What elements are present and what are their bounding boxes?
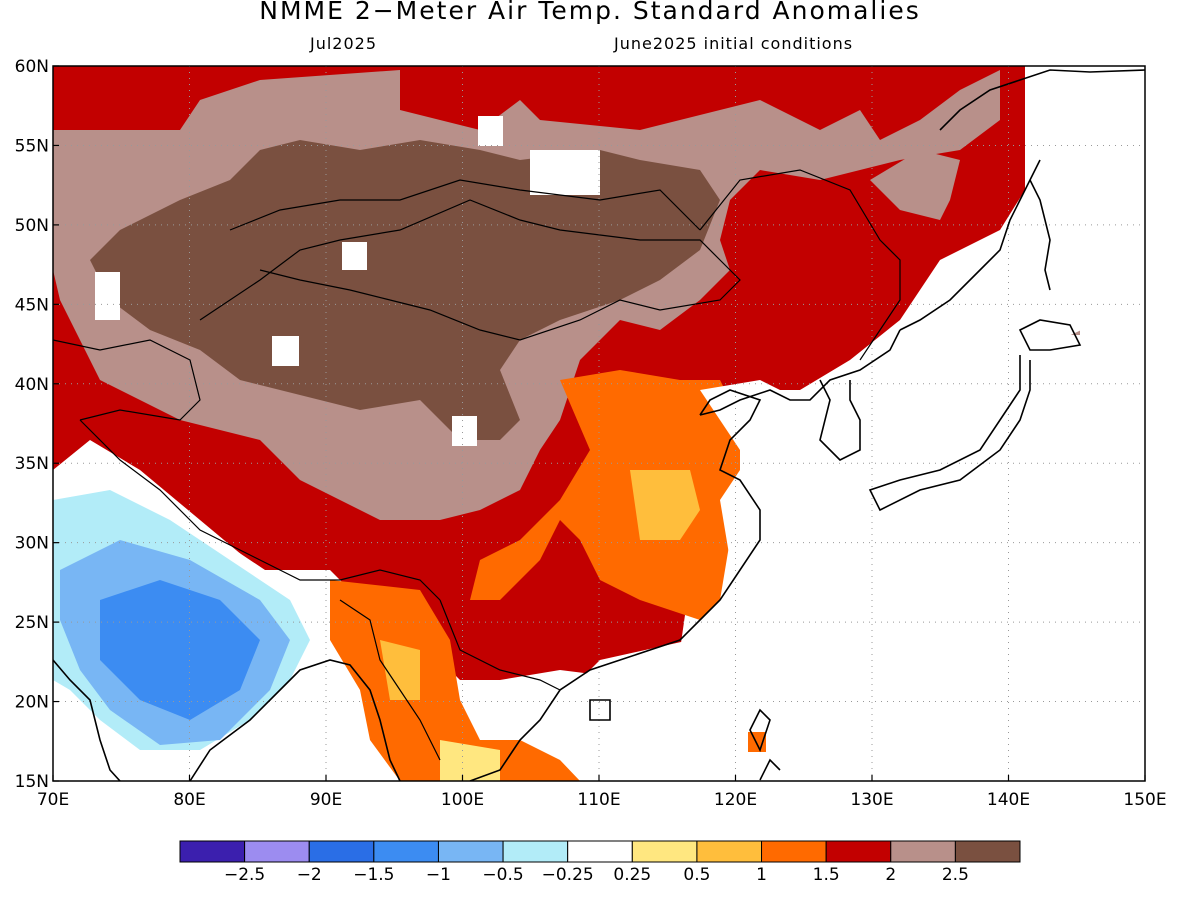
colorbar-swatch <box>437 840 504 863</box>
coastline-sakhalin <box>1029 179 1051 291</box>
colorbar-swatch <box>373 840 439 863</box>
coastline-bohai <box>699 329 901 416</box>
valid-month-label: Jul2025 <box>310 34 378 53</box>
colorbar-swatch <box>567 840 633 863</box>
region-yellow-south <box>440 740 500 781</box>
coastline-taiwan <box>749 708 771 753</box>
colorbar-label: −1.5 <box>353 865 394 885</box>
gridlines <box>53 66 1145 781</box>
lat-tick-label: 45N <box>15 295 49 315</box>
colorbar-label: 0.5 <box>683 865 710 885</box>
region-light-brown-ne <box>870 150 960 220</box>
lake-mask-balkhash <box>95 272 120 320</box>
colorbar-swatch <box>761 840 827 863</box>
region-yellow-china <box>630 470 700 540</box>
coastline-okhotsk <box>939 69 1145 131</box>
colorbar-swatch <box>954 840 1021 863</box>
lon-tick-label: 130E <box>850 790 893 810</box>
border-himalaya <box>79 419 441 601</box>
colorbar-swatch <box>308 840 375 863</box>
colorbar-label: 1 <box>756 865 767 885</box>
colorbar-swatch <box>631 840 698 863</box>
colorbar-label: 2 <box>885 865 896 885</box>
border-myanmar <box>339 599 441 761</box>
lat-tick-label: 30N <box>15 534 49 554</box>
axis-labels: 70E 80E 90E 100E 110E 120E 130E 140E 150E 15N 20N 2… <box>15 57 1167 810</box>
colorbar-label: −0.25 <box>542 865 594 885</box>
lake-mask <box>478 116 503 146</box>
border-central-asia <box>53 339 201 421</box>
colorbar-label: 1.5 <box>813 865 840 885</box>
colorbar-label: −2.5 <box>224 865 265 885</box>
borders <box>53 169 901 761</box>
ocean-mask-pacific <box>770 470 1145 781</box>
coastline-korea <box>819 379 861 461</box>
colorbar-swatch <box>502 840 569 863</box>
lat-tick-label: 40N <box>15 375 49 395</box>
lat-tick-label: 25N <box>15 613 49 633</box>
colorbar-label: 2.5 <box>942 865 969 885</box>
shading-layer <box>53 66 1145 781</box>
coastline-indochina <box>469 389 762 781</box>
lat-tick-label: 55N <box>15 136 49 156</box>
lon-tick-label: 90E <box>310 790 342 810</box>
initial-conditions-label: June2025 initial conditions <box>614 34 854 53</box>
region-india-darkblue <box>100 580 260 720</box>
region-yellow-indochina <box>380 640 420 700</box>
lake-mask <box>272 336 299 366</box>
map-title: NMME 2−Meter Air Temp. Standard Anomalie… <box>259 0 921 25</box>
lake-mask <box>342 242 367 270</box>
border-china-russia-east <box>699 169 901 361</box>
colorbar-swatch <box>890 840 956 863</box>
colorbar-swatch <box>244 840 310 863</box>
ocean-mask-east <box>860 66 1145 500</box>
colorbar-swatch <box>825 840 892 863</box>
coastline-russia-east <box>899 159 1041 331</box>
lon-tick-label: 120E <box>714 790 757 810</box>
coastline-india-west <box>53 659 121 781</box>
border-southeast <box>439 599 561 691</box>
border-china-mongolia <box>199 199 741 341</box>
colorbar-label: −2 <box>297 865 322 885</box>
coastline-japan-hokkaido <box>1018 319 1082 351</box>
lat-tick-label: 60N <box>15 57 49 77</box>
colorbar-label: −1 <box>426 865 451 885</box>
lake-mask <box>452 416 477 446</box>
coastline-hainan <box>589 699 611 721</box>
colorbar-swatch <box>696 840 763 863</box>
coastlines <box>53 69 1145 781</box>
lat-tick-label: 35N <box>15 454 49 474</box>
ocean-mask-south-china-sea <box>560 480 800 781</box>
lon-tick-label: 80E <box>173 790 205 810</box>
lon-tick-label: 100E <box>441 790 484 810</box>
lat-tick-label: 20N <box>15 693 49 713</box>
colorbar: −2.5 −2 −1.5 −1 −0.5 −0.25 0.25 0.5 1 1.5 2 2.5 <box>179 840 1021 885</box>
coastline-india-east <box>189 659 401 781</box>
colorbar-swatch <box>179 840 246 863</box>
lon-tick-label: 150E <box>1123 790 1166 810</box>
colorbar-label: −0.5 <box>482 865 523 885</box>
region-orange-china <box>470 370 740 620</box>
colorbar-label: 0.25 <box>613 865 651 885</box>
lake-mask-baikal <box>530 150 600 195</box>
lat-tick-label: 50N <box>15 216 49 236</box>
coastline-japan-honshu <box>868 355 1031 512</box>
lat-tick-label: 15N <box>15 772 49 792</box>
lon-tick-label: 70E <box>37 790 69 810</box>
region-dark-brown-core <box>90 140 720 440</box>
border-russia-mongolia <box>229 179 701 231</box>
lon-tick-label: 110E <box>577 790 620 810</box>
coastline-philippines <box>759 758 781 781</box>
region-orange-indochina <box>330 580 580 781</box>
lon-tick-label: 140E <box>987 790 1030 810</box>
